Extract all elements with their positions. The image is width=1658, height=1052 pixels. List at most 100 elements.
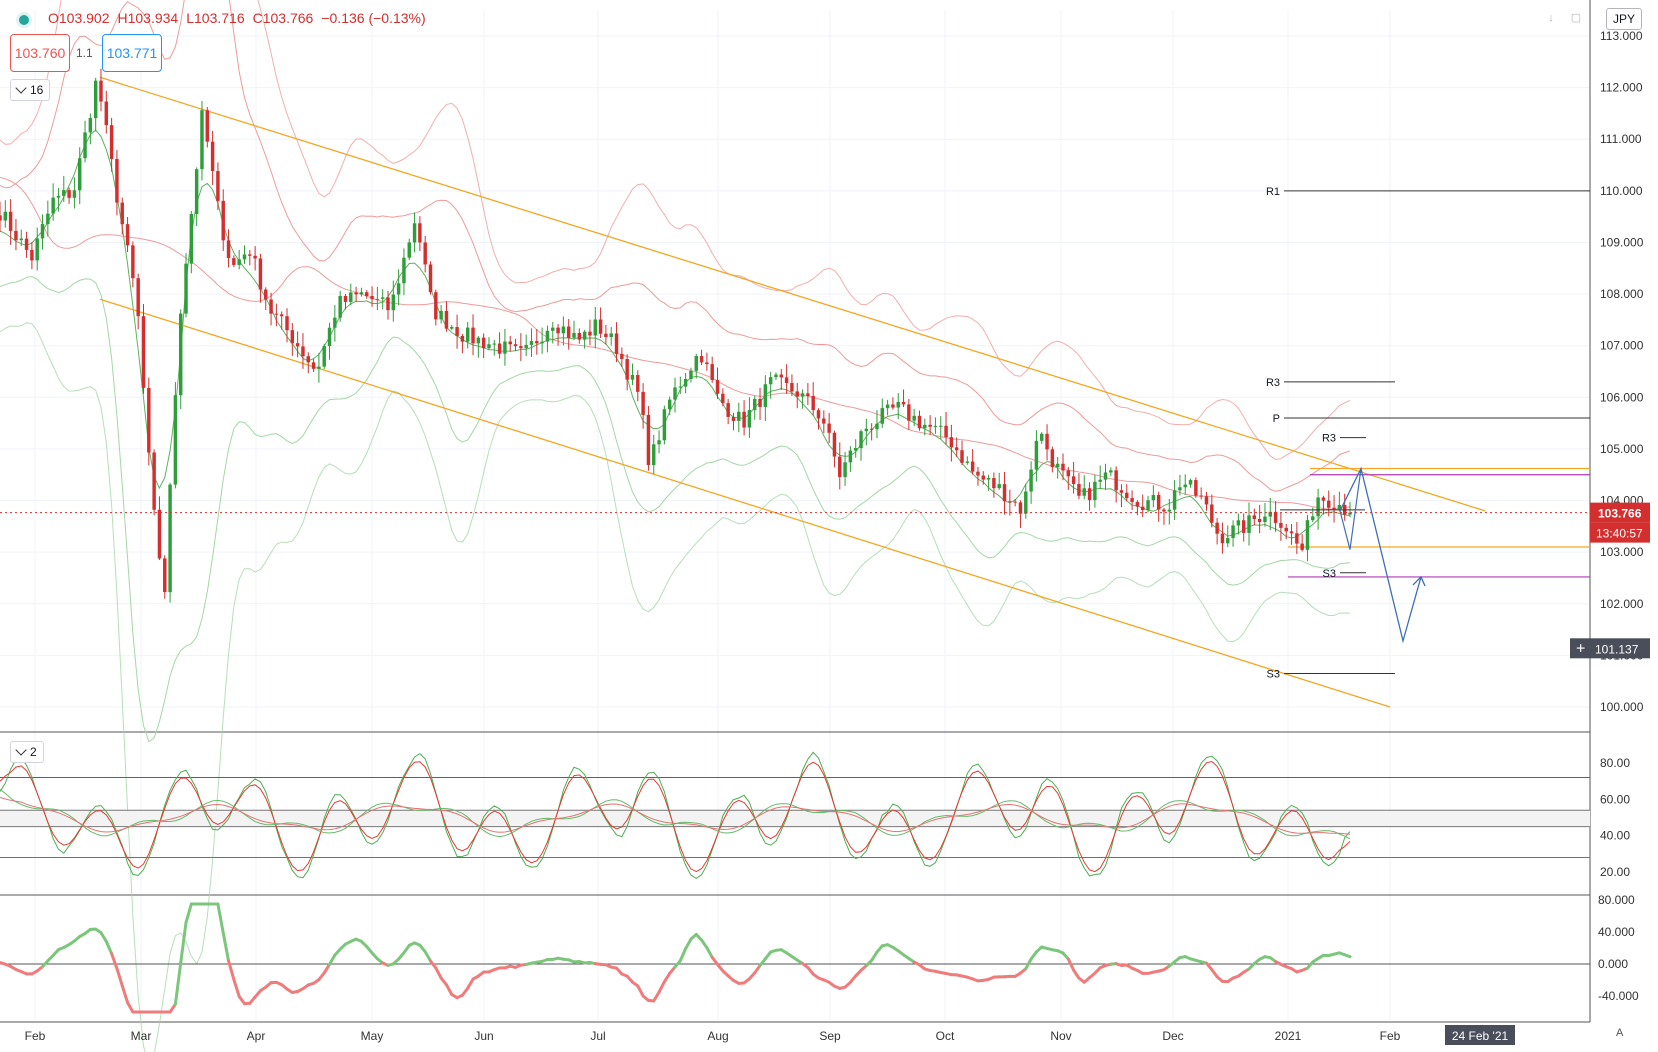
candle	[1241, 513, 1246, 542]
candle-body	[386, 297, 390, 311]
momentum-segment	[184, 902, 193, 924]
candle	[136, 273, 140, 330]
candle	[625, 354, 629, 391]
candle-body	[1002, 484, 1007, 502]
candle-body	[274, 313, 279, 315]
candle-body	[986, 478, 991, 480]
candle-body	[928, 424, 932, 427]
slow-stoch-k-line	[0, 788, 1351, 840]
price-tick-label: 110.000	[1600, 184, 1643, 198]
last-price-badge	[1590, 502, 1650, 523]
candle-body	[710, 364, 714, 380]
open-value: O103.902	[48, 10, 110, 26]
candle-body	[747, 410, 752, 428]
candle-body	[912, 415, 916, 421]
candle	[1226, 525, 1230, 548]
candle-body	[178, 313, 183, 396]
candle	[269, 292, 273, 326]
candle	[72, 177, 77, 209]
candle	[1125, 484, 1129, 502]
momentum-segment	[110, 952, 119, 970]
momentum-segment	[700, 938, 709, 950]
candle-body	[609, 333, 613, 338]
momentum-segment	[1066, 957, 1076, 972]
candle-body	[338, 295, 342, 318]
candle-body	[822, 418, 826, 424]
candle	[141, 303, 146, 394]
currency-label[interactable]: JPY	[1606, 8, 1643, 30]
candle-body	[380, 297, 385, 299]
price-tick-label: 112.000	[1600, 81, 1643, 95]
candle-body	[391, 294, 396, 311]
oscillator-legend-toggle[interactable]: 2	[10, 741, 44, 763]
price-tick-label: 103.000	[1600, 545, 1644, 559]
close-value: C103.766	[252, 10, 314, 26]
candle	[1045, 424, 1049, 461]
auto-scale-button[interactable]: A	[1616, 1027, 1624, 1039]
candle-body	[1119, 490, 1124, 493]
candle	[354, 286, 358, 303]
candle	[1210, 494, 1214, 528]
candle	[1061, 453, 1065, 481]
candle	[455, 314, 459, 349]
candle	[875, 410, 879, 439]
candle	[912, 408, 916, 427]
candle	[242, 245, 247, 265]
candle-body	[1252, 515, 1257, 519]
candle	[683, 372, 688, 394]
candle-body	[582, 331, 587, 340]
candle	[1002, 471, 1007, 515]
candle	[30, 241, 34, 270]
candle	[551, 321, 555, 344]
candle-body	[1178, 487, 1182, 491]
candle-body	[896, 401, 900, 408]
candle	[907, 398, 911, 431]
candle-body	[1220, 533, 1225, 544]
candle	[232, 255, 236, 268]
momentum-tick-label: -40.000	[1598, 989, 1639, 1003]
trend-channel	[99, 76, 1486, 708]
candle	[891, 397, 895, 410]
candle-body	[662, 409, 667, 441]
candle-body	[189, 214, 194, 264]
candle	[1194, 477, 1198, 498]
candle	[418, 216, 422, 252]
candle-body	[359, 292, 364, 295]
candle-body	[1257, 518, 1262, 523]
candle-body	[694, 356, 698, 371]
candle	[1146, 495, 1150, 513]
arrow-down-icon[interactable]: ↓	[1548, 12, 1554, 24]
price-tick-label: 100.000	[1600, 700, 1644, 714]
candle-body	[434, 292, 438, 320]
candle	[795, 382, 799, 409]
candle-body	[572, 332, 576, 338]
candle-body	[939, 425, 943, 427]
price-tick-label: 106.000	[1600, 390, 1644, 404]
candle-body	[200, 110, 204, 170]
candle-body	[1284, 527, 1288, 532]
candle-body	[1295, 533, 1299, 544]
candle	[1273, 501, 1278, 532]
candle-body	[83, 132, 87, 159]
candle-body	[152, 452, 156, 510]
candle-body	[104, 101, 109, 126]
indicator-count: 16	[30, 83, 44, 97]
candle	[986, 474, 991, 491]
price-tick-label: 111.000	[1600, 132, 1642, 146]
candle-body	[1066, 470, 1071, 477]
candle-body	[907, 404, 911, 421]
indicator-legend-toggle[interactable]: 16	[10, 79, 51, 101]
candle-body	[1337, 504, 1342, 510]
maximize-icon[interactable]: ▢	[1570, 12, 1582, 24]
buy-button[interactable]: 103.771	[102, 34, 162, 72]
sell-button[interactable]: 103.760	[10, 34, 70, 72]
candle	[1013, 499, 1017, 507]
candle	[721, 388, 725, 407]
candle	[264, 287, 268, 310]
candle	[125, 216, 130, 252]
momentum-tick-label: 0.000	[1598, 957, 1628, 971]
candle-body	[811, 395, 815, 411]
candle-body	[1311, 516, 1315, 521]
candle-body	[954, 447, 959, 451]
